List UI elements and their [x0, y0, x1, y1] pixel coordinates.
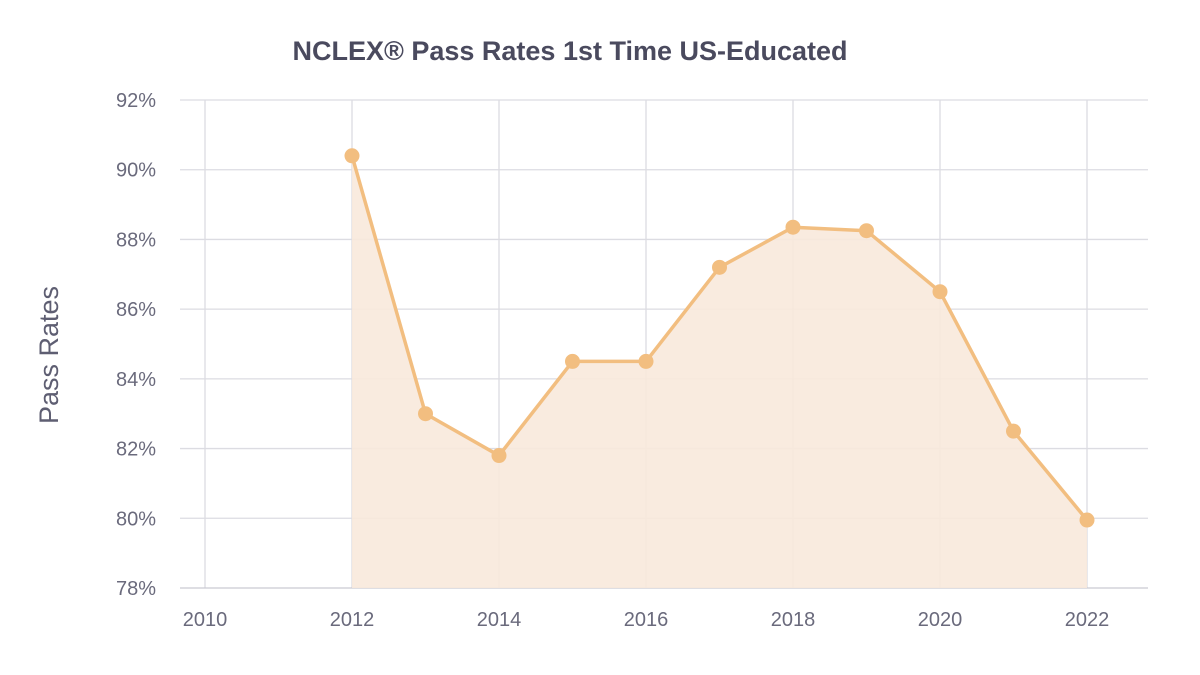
data-point: [932, 284, 948, 300]
data-point: [785, 219, 801, 235]
marker-layer: [344, 148, 1095, 528]
y-axis-label: Pass Rates: [34, 286, 64, 424]
y-tick-label: 80%: [116, 508, 156, 530]
data-point: [491, 448, 507, 464]
y-tick-label: 78%: [116, 578, 156, 600]
chart-title: NCLEX® Pass Rates 1st Time US-Educated: [292, 36, 847, 66]
y-tick-label: 82%: [116, 439, 156, 461]
y-axis-ticks: 78% 80% 82% 84% 86% 88% 90% 92%: [116, 90, 156, 600]
data-point: [638, 353, 654, 369]
data-point: [859, 223, 874, 239]
x-tick-label: 2012: [330, 609, 375, 631]
x-tick-label: 2020: [918, 609, 963, 631]
data-point: [418, 406, 433, 422]
series-area: [352, 155, 1087, 588]
data-point: [1079, 512, 1095, 528]
x-tick-label: 2018: [771, 609, 816, 631]
x-tick-label: 2022: [1065, 609, 1110, 631]
y-tick-label: 88%: [116, 229, 156, 251]
y-tick-label: 90%: [116, 160, 156, 182]
y-tick-label: 84%: [116, 369, 156, 391]
data-point: [565, 353, 580, 369]
data-point: [712, 259, 727, 275]
y-tick-label: 92%: [116, 90, 156, 112]
data-point: [1006, 423, 1021, 439]
x-tick-label: 2014: [477, 609, 522, 631]
y-tick-label: 86%: [116, 299, 156, 321]
area-layer: [352, 155, 1087, 588]
x-axis-ticks: 2010 2012 2014 2016 2018 2020 2022: [183, 609, 1110, 631]
x-tick-label: 2016: [624, 609, 669, 631]
x-tick-label: 2010: [183, 609, 228, 631]
data-point: [344, 148, 360, 164]
